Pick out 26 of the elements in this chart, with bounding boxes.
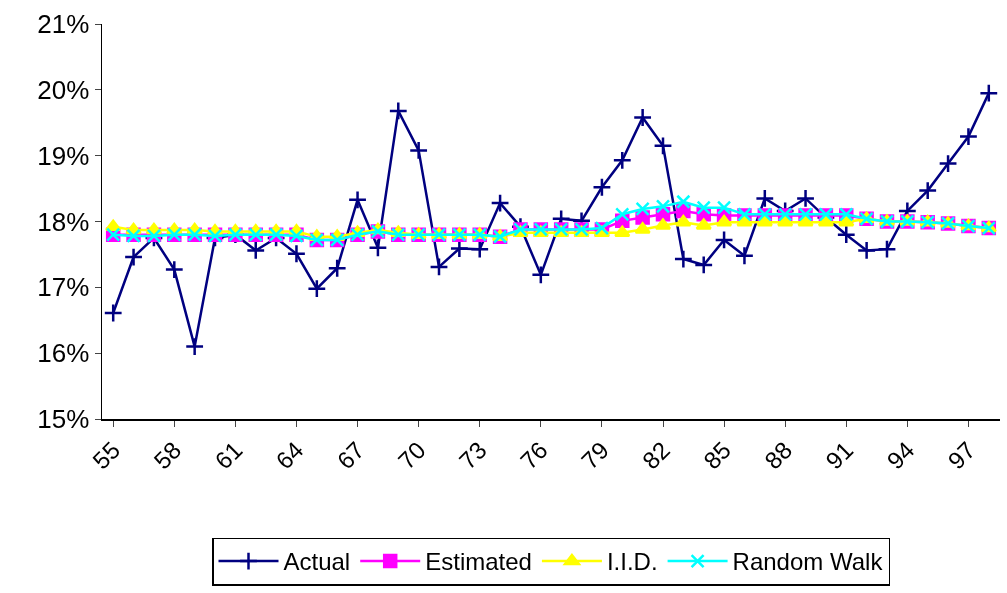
x-tick-label: 67 xyxy=(331,436,370,475)
x-tick-label: 64 xyxy=(270,436,309,475)
x-tick-label: 55 xyxy=(87,436,126,475)
x-tick-label: 76 xyxy=(514,436,553,475)
y-tick-label: 18% xyxy=(37,206,90,237)
x-tick-label: 79 xyxy=(575,436,614,475)
y-tick-label: 16% xyxy=(37,338,90,369)
x-tick-label: 73 xyxy=(453,436,492,475)
x-tick-label: 94 xyxy=(881,436,920,475)
legend-label: I.I.D. xyxy=(606,548,658,576)
y-tick-label: 21% xyxy=(37,9,90,40)
x-tick-label: 88 xyxy=(759,436,798,475)
y-tick-label: 20% xyxy=(37,74,90,105)
x-tick-label: 70 xyxy=(392,436,431,475)
y-tick-label: 19% xyxy=(37,140,90,171)
x-tick-label: 82 xyxy=(637,436,676,475)
x-tick-label: 97 xyxy=(942,436,981,475)
x-tick-label: 61 xyxy=(209,436,248,475)
y-tick-label: 17% xyxy=(37,272,90,303)
legend-label: Actual xyxy=(283,548,351,576)
x-tick-label: 58 xyxy=(148,436,187,475)
legend-label: Estimated xyxy=(425,548,532,576)
y-tick-label: 15% xyxy=(37,404,90,435)
x-tick-label: 91 xyxy=(820,436,859,475)
x-tick-label: 85 xyxy=(698,436,737,475)
legend-label: Random Walk xyxy=(732,548,884,576)
